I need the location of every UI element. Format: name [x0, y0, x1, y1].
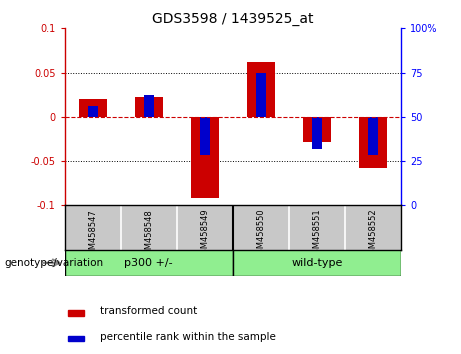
Bar: [368, 117, 378, 155]
FancyBboxPatch shape: [233, 250, 401, 276]
Text: GSM458551: GSM458551: [313, 209, 321, 259]
Bar: [69, 336, 84, 341]
Text: GSM458547: GSM458547: [88, 209, 97, 259]
Bar: [135, 97, 163, 117]
Text: percentile rank within the sample: percentile rank within the sample: [100, 332, 276, 342]
Title: GDS3598 / 1439525_at: GDS3598 / 1439525_at: [152, 12, 313, 26]
Bar: [69, 310, 84, 315]
Bar: [312, 117, 322, 149]
Bar: [88, 106, 98, 117]
Text: transformed count: transformed count: [100, 306, 197, 316]
Text: p300 +/-: p300 +/-: [124, 258, 173, 268]
Bar: [247, 62, 275, 117]
Text: wild-type: wild-type: [291, 258, 343, 268]
Bar: [200, 117, 210, 155]
Bar: [359, 117, 387, 168]
Text: GSM458552: GSM458552: [368, 209, 378, 259]
Bar: [78, 99, 106, 117]
Bar: [256, 73, 266, 117]
Text: GSM458550: GSM458550: [256, 209, 266, 259]
Bar: [303, 117, 331, 142]
FancyBboxPatch shape: [65, 250, 233, 276]
Text: GSM458548: GSM458548: [144, 209, 153, 259]
Bar: [144, 95, 154, 117]
Text: genotype/variation: genotype/variation: [5, 258, 104, 268]
Text: GSM458549: GSM458549: [200, 209, 209, 259]
Bar: [191, 117, 219, 198]
